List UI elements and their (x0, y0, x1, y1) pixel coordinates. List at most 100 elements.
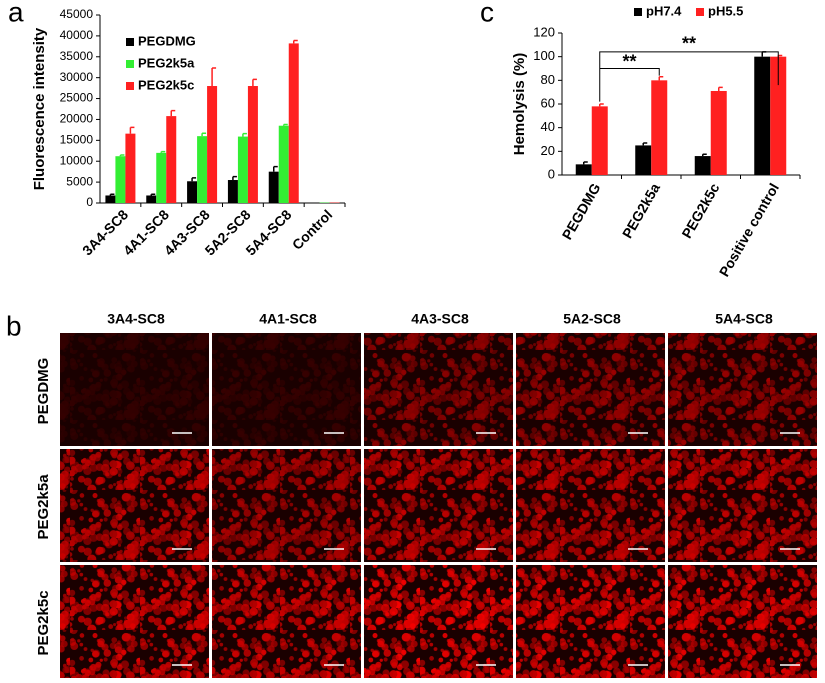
y-tick-label: 20 (541, 143, 555, 158)
x-tick-label: Control (289, 206, 336, 253)
micrograph (364, 449, 513, 562)
y-axis-label: Fluorescence intensity (31, 27, 48, 190)
error-bar (150, 193, 156, 196)
bar (187, 181, 198, 203)
error-bar (232, 175, 237, 181)
bar (166, 116, 177, 203)
y-tick-label: 20000 (60, 112, 94, 126)
bar (115, 156, 126, 203)
micrograph (668, 565, 817, 678)
legend-swatch (634, 8, 642, 16)
y-tick-label: 10000 (60, 153, 94, 167)
row-label: PEGDMG (35, 358, 52, 425)
row-label: PEG2k5a (35, 474, 52, 540)
y-tick-label: 35000 (60, 49, 94, 63)
y-tick-label: 0 (548, 166, 555, 181)
micrograph (516, 449, 665, 562)
error-bar (293, 39, 298, 44)
y-tick-label: 40000 (60, 28, 94, 42)
panel-label: c (480, 0, 494, 27)
micrograph (516, 565, 665, 678)
column-label: 4A3-SC8 (411, 311, 469, 327)
micrograph (668, 449, 817, 562)
column-label: 4A1-SC8 (259, 311, 317, 327)
micrograph (212, 333, 361, 446)
bar (146, 195, 157, 203)
legend-swatch (126, 60, 134, 68)
bar (694, 156, 711, 175)
error-bar (201, 132, 207, 137)
error-bar (761, 51, 767, 57)
error-bar (658, 76, 664, 81)
y-tick-label: 30000 (60, 70, 94, 84)
legend-label: pH5.5 (708, 3, 743, 18)
bar (288, 43, 299, 203)
bar (770, 56, 787, 175)
significance-label: ** (682, 34, 696, 54)
legend-label: PEG2k5a (138, 55, 195, 70)
error-bar (702, 153, 707, 157)
error-bar (119, 154, 125, 157)
micrograph (212, 449, 361, 562)
micrograph (364, 565, 513, 678)
significance-bracket (599, 68, 660, 76)
bar (591, 106, 608, 175)
legend-label: PEG2k5c (138, 77, 194, 92)
bar (156, 152, 167, 203)
y-tick-label: 80 (541, 72, 555, 87)
error-bar (242, 132, 247, 137)
y-tick-label: 0 (86, 195, 93, 209)
y-tick-label: 120 (533, 24, 555, 39)
error-bar (777, 54, 783, 57)
y-tick-label: 100 (533, 48, 555, 63)
error-bar (252, 78, 257, 87)
y-tick-label: 40 (541, 119, 555, 134)
micrograph (516, 333, 665, 446)
bar (710, 90, 727, 175)
significance-bracket (599, 51, 779, 102)
micrograph (364, 333, 513, 446)
x-tick-label: 5A4-SC8 (242, 206, 294, 258)
column-label: 5A2-SC8 (563, 311, 621, 327)
row-label: PEG2k5c (35, 590, 52, 655)
bar (268, 171, 279, 203)
bar (125, 133, 136, 203)
error-bar (129, 126, 135, 134)
significance-label: ** (622, 51, 636, 71)
error-bar (273, 165, 278, 172)
legend-label: pH7.4 (646, 3, 682, 18)
micrograph (212, 565, 361, 678)
bar (227, 180, 238, 203)
legend-swatch (126, 38, 134, 46)
bar (651, 80, 668, 175)
bar (105, 195, 116, 203)
error-bar (191, 177, 197, 182)
error-bar (109, 193, 115, 196)
micrograph (60, 449, 209, 562)
bar (754, 56, 771, 175)
bar (635, 145, 652, 175)
micrograph (668, 333, 817, 446)
y-tick-label: 45000 (60, 7, 94, 21)
y-axis-label: Hemolysis (%) (511, 53, 528, 156)
y-tick-label: 60 (541, 95, 555, 110)
y-tick-label: 15000 (60, 133, 94, 147)
y-tick-label: 25000 (60, 91, 94, 105)
x-tick-label: PEGDMG (559, 180, 604, 242)
column-label: 5A4-SC8 (715, 311, 773, 327)
x-tick-label: PEG2k5a (619, 180, 663, 241)
legend-label: PEGDMG (138, 33, 196, 48)
error-bar (170, 109, 176, 117)
column-label: 3A4-SC8 (107, 311, 165, 327)
legend-swatch (126, 82, 134, 90)
y-tick-label: 5000 (66, 174, 93, 188)
micrograph (60, 565, 209, 678)
bar (207, 86, 218, 203)
error-bar (160, 150, 166, 153)
error-bar (583, 161, 588, 165)
x-tick-label: Positive control (716, 180, 782, 279)
micrograph (60, 333, 209, 446)
bar (575, 164, 592, 175)
x-tick-label: PEG2k5c (678, 180, 722, 241)
